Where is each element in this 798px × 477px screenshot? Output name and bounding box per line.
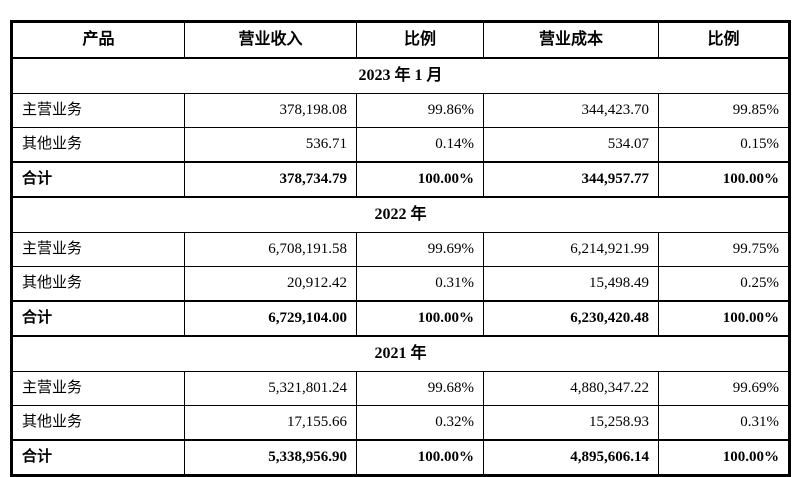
cell-cost: 344,423.70: [483, 93, 659, 128]
table-row: 其他业务 536.71 0.14% 534.07 0.15%: [11, 127, 790, 163]
table-row: 主营业务 378,198.08 99.86% 344,423.70 99.85%: [11, 93, 790, 128]
cell-cost: 344,957.77: [483, 161, 659, 198]
total-row: 合计 378,734.79 100.00% 344,957.77 100.00%: [11, 161, 790, 198]
cell-cost: 15,498.49: [483, 266, 659, 302]
total-row: 合计 5,338,956.90 100.00% 4,895,606.14 100…: [11, 439, 790, 477]
cell-cost: 4,895,606.14: [483, 439, 659, 477]
table-row: 其他业务 17,155.66 0.32% 15,258.93 0.31%: [11, 405, 790, 441]
cell-revenue: 20,912.42: [184, 266, 357, 302]
cell-revenue-ratio: 99.68%: [356, 371, 484, 406]
cell-cost-ratio: 0.25%: [658, 266, 790, 302]
section-period-label: 2023 年 1 月: [11, 57, 790, 94]
cell-revenue-ratio: 100.00%: [356, 161, 484, 198]
column-header-product: 产品: [11, 21, 185, 59]
cell-revenue: 378,734.79: [184, 161, 357, 198]
cell-revenue-ratio: 100.00%: [356, 300, 484, 337]
table-row: 其他业务 20,912.42 0.31% 15,498.49 0.25%: [11, 266, 790, 302]
cell-cost-ratio: 99.69%: [658, 371, 790, 406]
cell-product: 其他业务: [11, 405, 185, 441]
cell-revenue: 5,321,801.24: [184, 371, 357, 406]
column-header-cost-ratio: 比例: [658, 21, 790, 59]
cell-product: 其他业务: [11, 127, 185, 163]
section-period-label: 2021 年: [11, 335, 790, 372]
cell-cost-ratio: 0.15%: [658, 127, 790, 163]
document-page: 产品 营业收入 比例 营业成本 比例 2023 年 1 月 主营业务 378,1…: [10, 20, 791, 477]
cell-revenue-ratio: 0.31%: [356, 266, 484, 302]
header-row: 产品 营业收入 比例 营业成本 比例: [11, 21, 790, 59]
cell-revenue-ratio: 100.00%: [356, 439, 484, 477]
cell-cost-ratio: 100.00%: [658, 300, 790, 337]
cell-revenue-ratio: 0.32%: [356, 405, 484, 441]
cell-revenue: 378,198.08: [184, 93, 357, 128]
cell-cost: 6,230,420.48: [483, 300, 659, 337]
column-header-revenue-ratio: 比例: [356, 21, 484, 59]
table-row: 主营业务 6,708,191.58 99.69% 6,214,921.99 99…: [11, 232, 790, 267]
cell-revenue-ratio: 99.86%: [356, 93, 484, 128]
cell-cost: 15,258.93: [483, 405, 659, 441]
section-header-2021: 2021 年: [11, 335, 790, 372]
column-header-cost: 营业成本: [483, 21, 659, 59]
cell-product: 主营业务: [11, 93, 185, 128]
cell-revenue: 536.71: [184, 127, 357, 163]
column-header-revenue: 营业收入: [184, 21, 357, 59]
cell-cost-ratio: 0.31%: [658, 405, 790, 441]
cell-revenue: 17,155.66: [184, 405, 357, 441]
cell-cost-ratio: 99.85%: [658, 93, 790, 128]
cell-product: 合计: [11, 161, 185, 198]
cell-cost: 6,214,921.99: [483, 232, 659, 267]
cell-product: 主营业务: [11, 371, 185, 406]
cell-product: 合计: [11, 300, 185, 337]
cell-cost: 534.07: [483, 127, 659, 163]
table-row: 主营业务 5,321,801.24 99.68% 4,880,347.22 99…: [11, 371, 790, 406]
cell-cost-ratio: 99.75%: [658, 232, 790, 267]
section-period-label: 2022 年: [11, 196, 790, 233]
cell-revenue-ratio: 99.69%: [356, 232, 484, 267]
cell-revenue-ratio: 0.14%: [356, 127, 484, 163]
cell-revenue: 6,708,191.58: [184, 232, 357, 267]
cell-cost-ratio: 100.00%: [658, 439, 790, 477]
table-body: 2023 年 1 月 主营业务 378,198.08 99.86% 344,42…: [11, 57, 790, 477]
cell-product: 合计: [11, 439, 185, 477]
cell-product: 其他业务: [11, 266, 185, 302]
cell-cost-ratio: 100.00%: [658, 161, 790, 198]
table-header: 产品 营业收入 比例 营业成本 比例: [11, 21, 790, 59]
total-row: 合计 6,729,104.00 100.00% 6,230,420.48 100…: [11, 300, 790, 337]
cell-revenue: 6,729,104.00: [184, 300, 357, 337]
revenue-cost-table: 产品 营业收入 比例 营业成本 比例 2023 年 1 月 主营业务 378,1…: [10, 20, 791, 477]
section-header-2023: 2023 年 1 月: [11, 57, 790, 94]
cell-cost: 4,880,347.22: [483, 371, 659, 406]
cell-product: 主营业务: [11, 232, 185, 267]
section-header-2022: 2022 年: [11, 196, 790, 233]
cell-revenue: 5,338,956.90: [184, 439, 357, 477]
